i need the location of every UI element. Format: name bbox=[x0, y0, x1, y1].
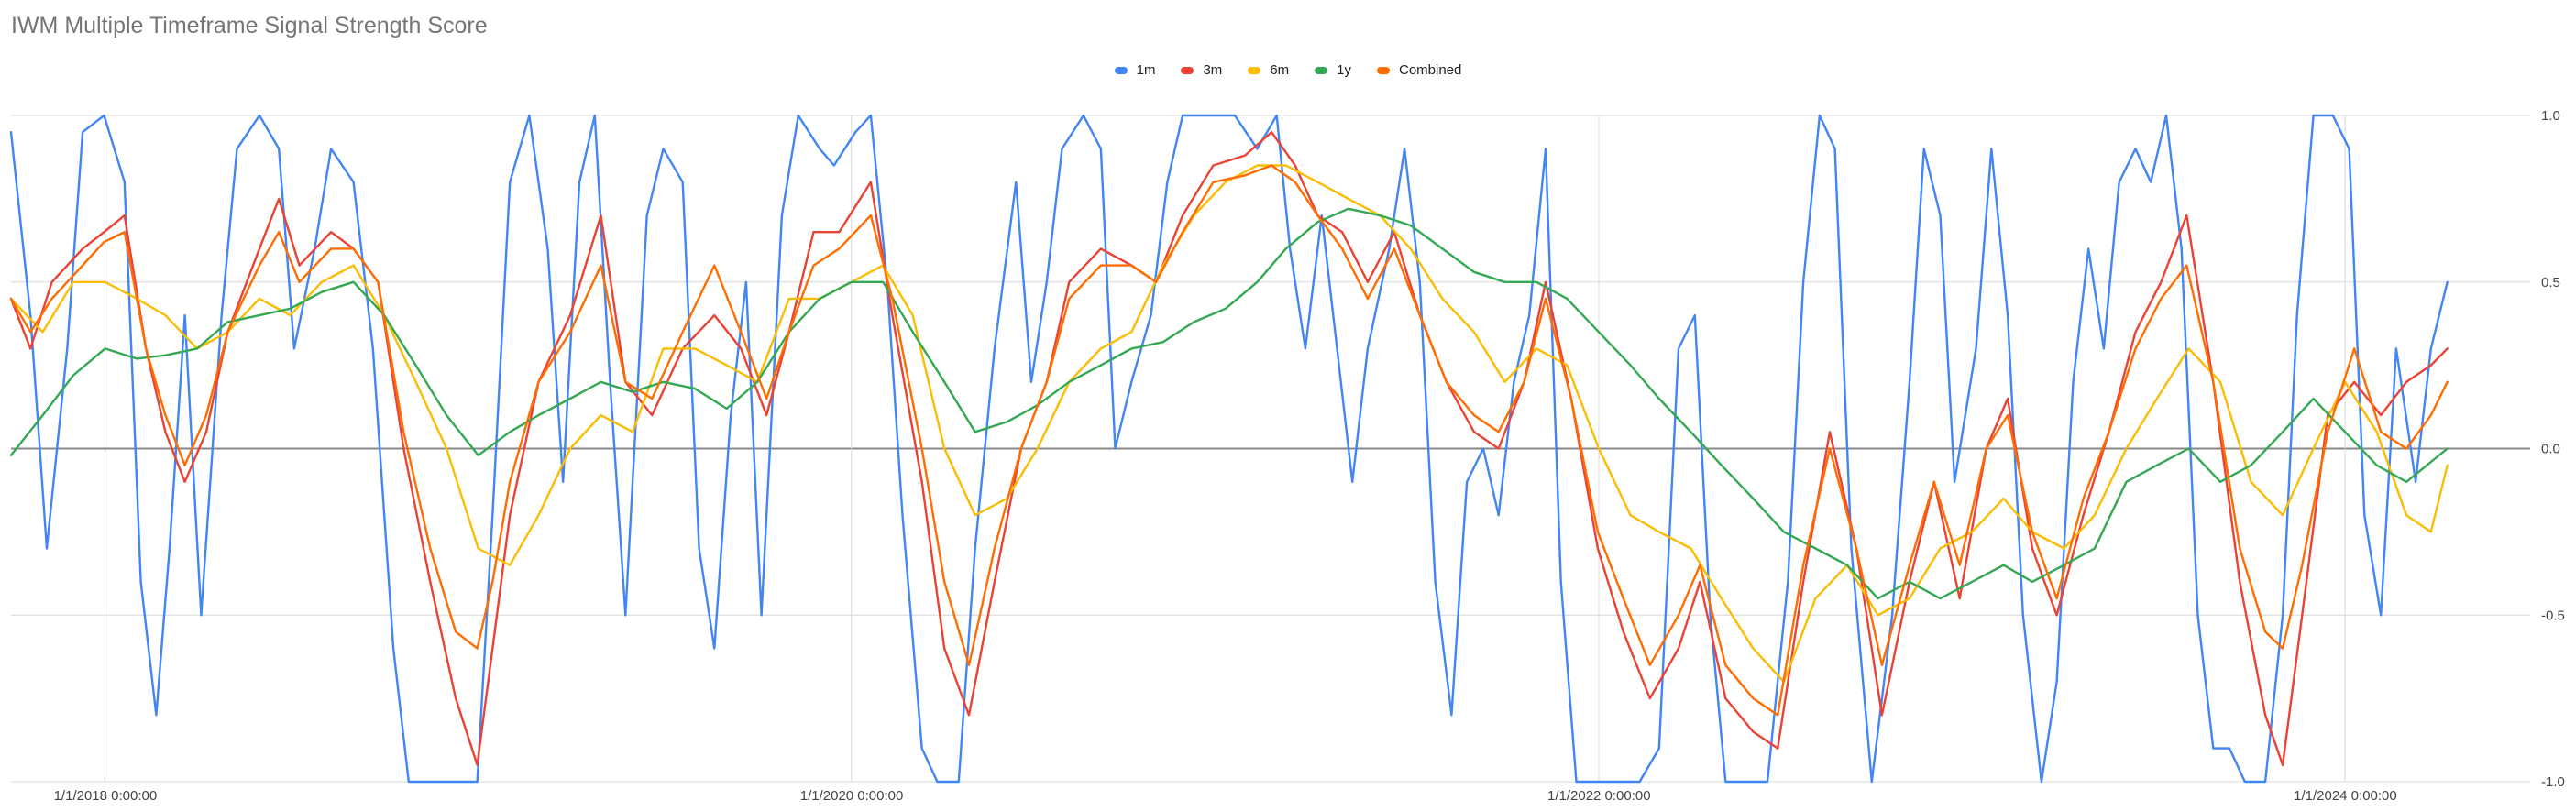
legend-label: Combined bbox=[1399, 62, 1462, 78]
legend-label: 1y bbox=[1337, 62, 1351, 78]
legend-swatch bbox=[1248, 66, 1261, 74]
series-line-1m bbox=[9, 114, 2449, 784]
y-tick-label: 0.5 bbox=[2541, 275, 2560, 290]
legend-label: 3m bbox=[1203, 62, 1223, 78]
series-line-combined bbox=[9, 164, 2449, 717]
legend-item: 1m bbox=[1114, 62, 1156, 78]
legend-item: 3m bbox=[1181, 62, 1222, 78]
chart-title: IWM Multiple Timeframe Signal Strength S… bbox=[11, 13, 488, 38]
legend-swatch bbox=[1315, 66, 1328, 74]
x-tick-label: 1/1/2018 0:00:00 bbox=[54, 788, 158, 804]
x-tick-label: 1/1/2024 0:00:00 bbox=[2294, 788, 2397, 804]
legend-swatch bbox=[1377, 66, 1390, 74]
y-tick-label: -0.5 bbox=[2541, 608, 2565, 623]
chart-legend: 1m 3m 6m 1y Combined bbox=[0, 62, 2576, 78]
legend-label: 6m bbox=[1270, 62, 1290, 78]
legend-item: Combined bbox=[1377, 62, 1461, 78]
legend-item: 1y bbox=[1315, 62, 1351, 78]
legend-swatch bbox=[1114, 66, 1128, 74]
y-tick-label: 1.0 bbox=[2541, 108, 2560, 124]
x-tick-label: 1/1/2022 0:00:00 bbox=[1547, 788, 1651, 804]
legend-item: 6m bbox=[1248, 62, 1289, 78]
series-line-6m bbox=[9, 164, 2449, 684]
y-tick-label: 0.0 bbox=[2541, 442, 2560, 457]
series-line-1y bbox=[9, 207, 2449, 600]
legend-label: 1m bbox=[1136, 62, 1156, 78]
legend-swatch bbox=[1181, 66, 1194, 74]
y-tick-label: -1.0 bbox=[2541, 774, 2565, 790]
x-tick-label: 1/1/2020 0:00:00 bbox=[800, 788, 904, 804]
